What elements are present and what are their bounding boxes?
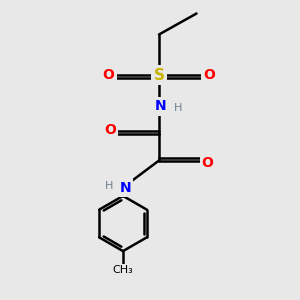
Text: S: S [154, 68, 164, 82]
Text: O: O [202, 156, 214, 170]
Text: H: H [105, 181, 114, 191]
Text: N: N [120, 181, 131, 194]
Text: N: N [155, 100, 166, 113]
Text: O: O [103, 68, 115, 82]
Text: O: O [104, 123, 116, 137]
Text: H: H [173, 103, 182, 113]
Text: O: O [203, 68, 215, 82]
Text: CH₃: CH₃ [112, 265, 134, 275]
